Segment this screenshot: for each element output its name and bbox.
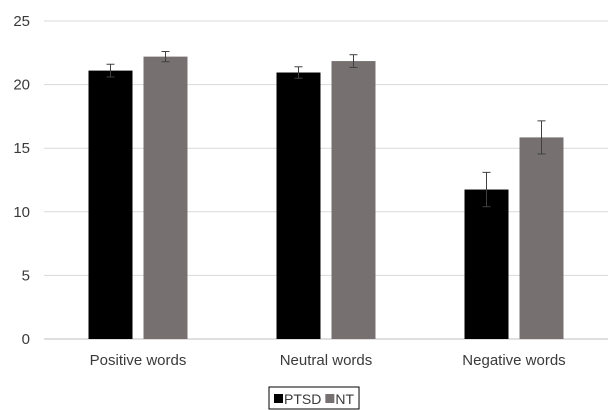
error-bar-ptsd-negative-words (482, 171, 491, 208)
legend-label-nt: NT (335, 391, 354, 407)
bar-nt-positive-words (143, 56, 188, 340)
y-tick-label: 5 (22, 267, 30, 284)
legend: PTSD NT (268, 386, 360, 410)
y-tick-label: 20 (13, 77, 30, 94)
legend-swatch-nt (325, 394, 335, 403)
category-label: Neutral words (280, 352, 373, 369)
error-bar-ptsd-neutral-words (294, 66, 303, 79)
y-tick-label: 0 (22, 331, 30, 348)
bar-nt-neutral-words (331, 61, 376, 340)
gridlines (44, 20, 608, 340)
bar-ptsd-negative-words (464, 189, 509, 339)
y-tick-label: 25 (13, 13, 30, 30)
error-bar-nt-neutral-words (349, 54, 358, 68)
y-axis-tick-labels: 0 5 10 15 20 25 (13, 13, 30, 348)
legend-box (268, 386, 360, 410)
legend-label-ptsd: PTSD (284, 391, 321, 407)
bar-ptsd-positive-words (88, 70, 133, 339)
error-bars (106, 51, 546, 208)
error-bar-ptsd-positive-words (106, 63, 115, 78)
bar-ptsd-neutral-words (276, 72, 321, 340)
bars (88, 56, 564, 340)
error-bar-nt-negative-words (537, 120, 546, 155)
error-bar-nt-positive-words (161, 51, 170, 63)
category-label: Positive words (90, 352, 187, 369)
bar-nt-negative-words (519, 137, 564, 339)
legend-swatch-ptsd (274, 394, 283, 403)
y-tick-label: 10 (13, 204, 30, 221)
y-tick-label: 15 (13, 140, 30, 157)
category-label: Negative words (462, 352, 565, 369)
x-axis-category-labels: Positive words Neutral words Negative word… (90, 352, 566, 369)
